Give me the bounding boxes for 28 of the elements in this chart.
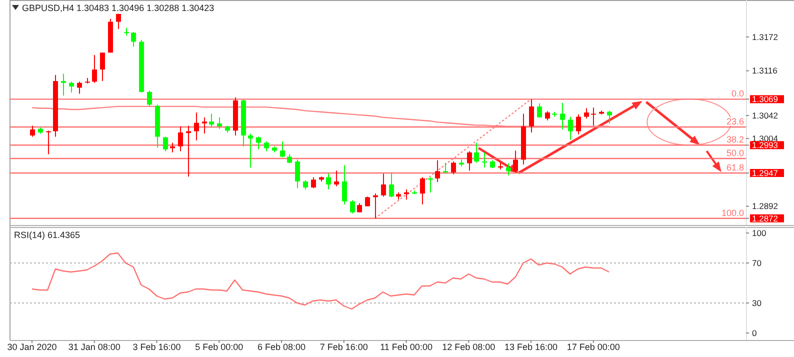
y-tick-label: 100 <box>752 228 766 238</box>
x-tick-label: 30 Jan 2020 <box>7 342 57 352</box>
x-tick-label: 17 Feb 00:00 <box>566 342 620 352</box>
y-tick-label: 1.2872 <box>752 213 778 224</box>
x-tick-label: 7 Feb 16:00 <box>320 342 368 352</box>
y-tick-label: 1.3042 <box>752 110 778 120</box>
annotation: 61.8 <box>726 162 744 172</box>
chart-title: GBPUSD,H4 1.30483 1.30496 1.30288 1.30423 <box>22 3 214 13</box>
annotation: 50.0 <box>726 148 744 158</box>
y-tick-label: 1.2892 <box>752 201 778 212</box>
annotation: 0.0 <box>731 88 744 99</box>
y-tick-label: 1.3172 <box>752 32 778 42</box>
y-tick-label: 1.2947 <box>752 168 778 178</box>
annotation: 38.2 <box>726 134 744 145</box>
x-tick-label: 5 Feb 00:00 <box>195 342 244 352</box>
y-tick-label: 70 <box>752 258 762 268</box>
x-tick-label: 12 Feb 08:00 <box>442 342 496 352</box>
x-tick-label: 6 Feb 08:00 <box>257 342 306 352</box>
chart-title: RSI(14) 61.4365 <box>14 230 80 240</box>
x-tick-label: 11 Feb 00:00 <box>380 342 432 352</box>
x-tick-label: 3 Feb 16:00 <box>132 342 181 352</box>
y-tick-label: 1.3116 <box>752 66 778 76</box>
annotation: 100.0 <box>721 208 744 218</box>
x-tick-label: 13 Feb 16:00 <box>504 342 558 352</box>
y-tick-label: 0 <box>752 328 757 338</box>
y-tick-label: 30 <box>752 298 762 308</box>
x-tick-label: 31 Jan 08:00 <box>68 342 120 352</box>
y-tick-label: 1.3069 <box>752 94 778 104</box>
